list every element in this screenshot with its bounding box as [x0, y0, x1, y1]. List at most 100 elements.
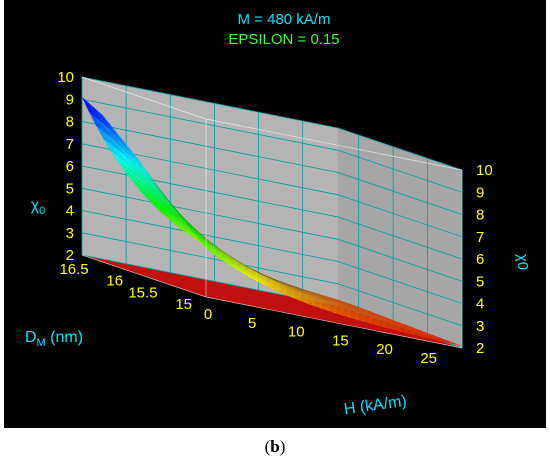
y-tick-label: 16.5	[59, 261, 88, 278]
z-gridline	[81, 76, 463, 171]
surface-patch	[152, 197, 167, 210]
x-tick-label: 0	[204, 306, 212, 323]
surface-patch	[145, 193, 160, 206]
box-edge	[205, 296, 463, 349]
surface-patch	[81, 96, 97, 118]
surface-patch	[136, 157, 152, 179]
surface-patch	[343, 304, 358, 310]
chart-panel: M = 480 kA/m EPSILON = 0.15 2 2 3 3 4 4 5 5 6 6 7 7 8 8…	[4, 0, 546, 428]
z-tick-label-left: 3	[66, 225, 74, 242]
surface-patch	[323, 296, 338, 302]
z-tick-label-left: 5	[66, 180, 74, 197]
chart-subtitle: EPSILON = 0.15	[228, 31, 339, 48]
surface-patch	[188, 234, 203, 244]
caption-close: )	[279, 437, 286, 456]
y-axis-label-unit: (nm)	[46, 329, 83, 346]
surface-patch	[334, 311, 349, 318]
surface-patch	[213, 248, 228, 261]
box-edge	[205, 118, 463, 171]
surface-patch	[285, 288, 300, 296]
surface-patch	[343, 304, 359, 310]
surface-patch	[138, 175, 153, 191]
surface-patch	[234, 263, 250, 274]
z-tick-label-right: 2	[476, 340, 484, 357]
surface-patch	[257, 273, 272, 282]
x-axis-label: H (kA/m)	[343, 393, 408, 419]
surface-patch	[405, 330, 420, 336]
surface-patch	[152, 193, 167, 208]
z-tick-label-left: 9	[66, 91, 74, 108]
surface-patch	[228, 255, 244, 266]
surface-patch	[433, 338, 448, 343]
surface-patch	[335, 305, 350, 312]
surface-patch	[329, 300, 344, 306]
surface-patch	[250, 268, 265, 277]
surface-patch	[88, 102, 104, 124]
surface-patch	[285, 287, 300, 295]
surface-patch	[102, 115, 117, 138]
surface-patch	[243, 264, 258, 274]
surface-patch	[137, 171, 153, 188]
surface-patch	[419, 334, 434, 340]
surface-patch	[185, 220, 201, 236]
surface-patch	[412, 332, 427, 338]
z-gridline	[81, 143, 463, 238]
caption-letter: b	[270, 437, 280, 456]
surface-patch	[273, 278, 288, 286]
surface-patch	[130, 153, 145, 173]
caption-open: (	[264, 437, 271, 456]
surface-patch	[270, 282, 286, 291]
surface-patch	[110, 143, 125, 161]
z-axis-label-sub: 0	[39, 205, 45, 217]
box-edge	[81, 254, 207, 298]
z-gridline	[81, 121, 463, 215]
surface-patch	[399, 324, 414, 329]
surface-patch	[213, 251, 228, 264]
chart-title: M = 480 kA/m	[238, 11, 331, 28]
surface-patch	[391, 324, 407, 329]
z-gridline	[81, 210, 463, 304]
surface-patch	[166, 204, 181, 218]
surface-patch	[258, 272, 273, 280]
figure-caption: (b)	[0, 437, 550, 457]
surface-patch	[348, 313, 363, 320]
y-tick-label: 15.5	[128, 284, 157, 301]
surface-patch	[130, 164, 146, 182]
z-tick-label-left: 7	[66, 136, 74, 153]
z-tick-label-right: 5	[476, 273, 484, 290]
surface-patch	[151, 184, 166, 201]
surface-patch	[256, 276, 271, 286]
surface-patch	[329, 299, 344, 306]
surface-patch	[241, 270, 256, 281]
z-tick-label-left: 2	[66, 247, 74, 264]
surface-patch	[309, 291, 324, 297]
surface-patch	[192, 230, 207, 246]
z-gridline	[81, 165, 463, 260]
z-tick-label-right: 7	[476, 229, 484, 246]
z-gridline	[81, 98, 463, 193]
surface-patch	[158, 191, 173, 207]
z-tick-label-left: 8	[66, 114, 74, 131]
surface-patch	[173, 212, 188, 225]
z-tick-label-right: 8	[476, 207, 484, 224]
surface-patch	[185, 221, 200, 236]
surface-plot: M = 480 kA/m EPSILON = 0.15 2 2 3 3 4 4 5 5 6 6 7 7 8 8…	[25, 11, 531, 419]
surface-patch	[178, 212, 194, 228]
box-edge	[81, 76, 207, 120]
z-tick-label-right: 6	[476, 251, 484, 268]
surface-patch	[392, 323, 407, 329]
x-tick-label: 20	[376, 341, 393, 358]
y-axis-label: DM (nm)	[25, 329, 83, 349]
z-tick-label-right: 9	[476, 184, 484, 201]
surface-patch	[392, 320, 407, 326]
surface-patch	[399, 323, 414, 329]
x-tick-label: 15	[332, 332, 349, 349]
y-tick-label: 15	[175, 296, 192, 313]
x-tick-label: 5	[248, 315, 256, 332]
surface-patch	[158, 194, 174, 209]
surface-patch	[398, 326, 413, 332]
z-tick-label-left: 10	[57, 69, 74, 86]
surface-patch	[251, 268, 266, 277]
surface-patch	[250, 269, 265, 279]
surface-patch	[242, 265, 258, 275]
